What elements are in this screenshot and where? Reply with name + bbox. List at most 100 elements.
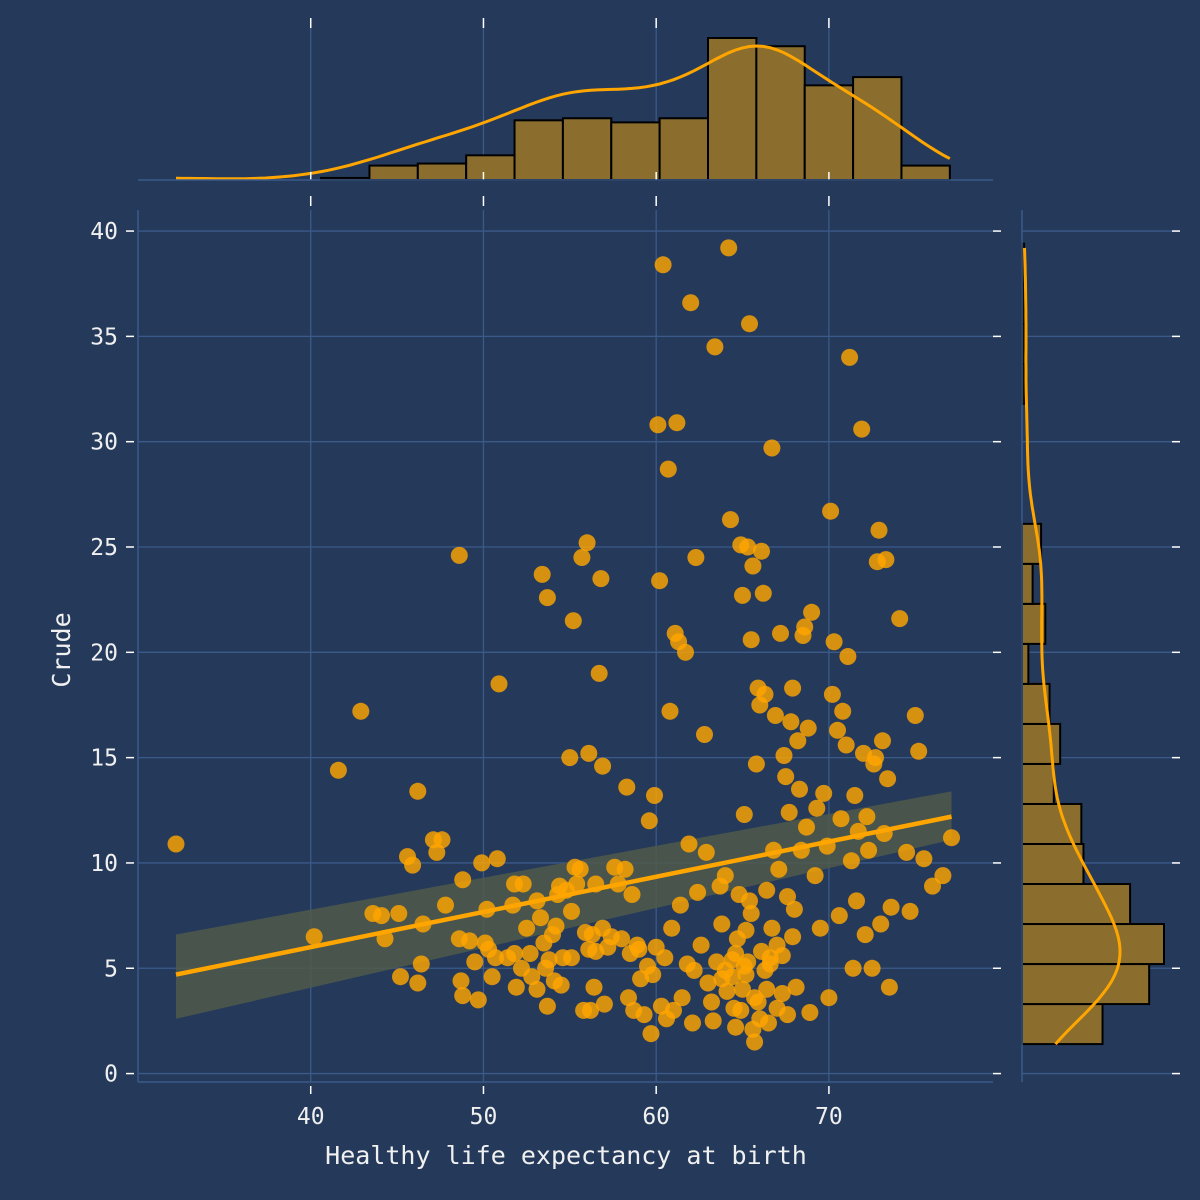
- y-tick-label: 30: [90, 430, 118, 456]
- scatter-point: [532, 909, 549, 927]
- scatter-point: [766, 707, 784, 724]
- y-axis-label: Crude: [47, 612, 76, 687]
- scatter-point: [646, 787, 663, 804]
- scatter-point: [713, 970, 731, 988]
- scatter-point: [668, 414, 686, 432]
- scatter-point: [737, 921, 755, 939]
- scatter-point: [751, 1010, 769, 1028]
- scatter-point: [630, 940, 648, 958]
- scatter-point: [521, 945, 539, 962]
- scatter-points: [167, 239, 960, 1051]
- scatter-point: [682, 294, 700, 312]
- scatter-point: [787, 978, 805, 996]
- y-hist-bar: [1021, 722, 1062, 765]
- scatter-point: [466, 953, 484, 971]
- y-hist-bar: [1021, 923, 1165, 966]
- scatter-point: [703, 993, 720, 1011]
- scatter-point: [573, 549, 591, 566]
- scatter-point: [758, 881, 776, 899]
- scatter-point: [825, 633, 843, 651]
- scatter-point: [891, 610, 909, 628]
- scatter-point: [649, 416, 667, 434]
- scatter-point: [671, 896, 689, 914]
- scatter-point: [490, 675, 508, 693]
- x-hist-bar: [465, 154, 516, 182]
- scatter-point: [830, 907, 848, 925]
- scatter-point: [450, 546, 468, 564]
- scatter-point: [663, 919, 681, 937]
- scatter-point: [772, 624, 789, 642]
- scatter-point: [848, 892, 865, 910]
- scatter-point: [722, 511, 739, 529]
- scatter-point: [758, 980, 776, 998]
- scatter-point: [844, 959, 862, 977]
- scatter-point: [791, 780, 808, 798]
- scatter-point: [538, 589, 556, 607]
- scatter-point: [547, 917, 565, 935]
- scatter-point: [561, 749, 579, 767]
- scatter-point: [618, 778, 636, 796]
- scatter-point: [568, 875, 586, 893]
- y-tick-label: 40: [90, 219, 118, 245]
- scatter-point: [518, 919, 536, 937]
- scatter-point: [704, 1012, 722, 1030]
- scatter-point: [716, 867, 734, 885]
- scatter-point: [713, 915, 731, 933]
- scatter-point: [780, 803, 798, 821]
- scatter-point: [784, 679, 802, 697]
- scatter-point: [654, 256, 672, 274]
- scatter-point: [585, 978, 603, 996]
- scatter-point: [590, 664, 608, 682]
- y-hist-bar: [1021, 802, 1083, 845]
- scatter-point: [540, 951, 558, 969]
- scatter-point: [735, 806, 753, 823]
- scatter-point: [823, 685, 841, 703]
- scatter-point: [578, 534, 596, 552]
- scatter-point: [879, 770, 897, 788]
- x-axis-label: Healthy life expectancy at birth: [325, 1141, 807, 1170]
- scatter-point: [789, 732, 807, 750]
- scatter-point: [487, 949, 504, 967]
- scatter-point: [404, 856, 422, 874]
- scatter-point: [872, 915, 890, 933]
- scatter-point: [799, 719, 817, 737]
- scatter-point: [642, 1025, 660, 1043]
- scatter-point: [620, 989, 637, 1007]
- scatter-point: [934, 867, 952, 885]
- scatter-point: [613, 930, 631, 948]
- scatter-point: [744, 557, 762, 575]
- scatter-point: [874, 732, 891, 750]
- scatter-point: [754, 584, 772, 602]
- scatter-point: [506, 945, 523, 962]
- y-tick-label: 5: [104, 956, 118, 982]
- scatter-point: [727, 1018, 745, 1036]
- scatter-point: [167, 835, 185, 853]
- scatter-point: [801, 1004, 819, 1021]
- scatter-point: [665, 1001, 682, 1019]
- scatter-point: [507, 978, 525, 996]
- scatter-point: [742, 631, 760, 649]
- y-hist-bar: [1021, 842, 1085, 886]
- scatter-point: [811, 919, 829, 937]
- scatter-point: [595, 995, 613, 1013]
- scatter-point: [651, 572, 669, 590]
- scatter-point: [392, 968, 409, 986]
- scatter-point: [777, 768, 795, 786]
- scatter-point: [803, 603, 821, 621]
- scatter-point: [706, 338, 724, 356]
- scatter-point: [488, 850, 506, 868]
- x-hist-bar: [755, 45, 806, 181]
- scatter-point: [483, 968, 501, 986]
- scatter-point: [853, 420, 871, 438]
- scatter-point: [834, 702, 852, 720]
- scatter-point: [806, 867, 824, 885]
- scatter-point: [623, 886, 641, 903]
- scatter-point: [720, 239, 738, 257]
- x-tick-label: 50: [470, 1104, 498, 1130]
- scatter-point: [656, 949, 674, 967]
- confidence-band: [176, 791, 952, 1019]
- scatter-point: [469, 991, 487, 1009]
- y-hist-bar: [1021, 642, 1030, 685]
- tick-labels: 40 50 60 70 0 5 10 15 20 25 30 35 40: [90, 219, 842, 1130]
- scatter-point: [677, 643, 694, 661]
